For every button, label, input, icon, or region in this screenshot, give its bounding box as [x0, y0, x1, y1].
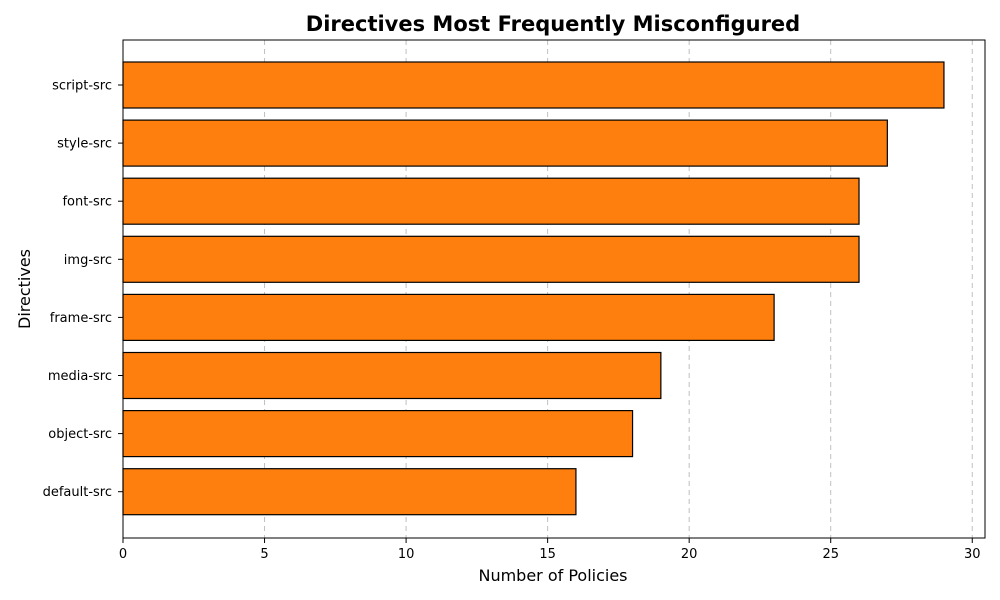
x-tick-label: 0 [119, 547, 127, 562]
x-tick-label: 5 [260, 547, 268, 562]
y-tick-label: img-src [64, 253, 112, 268]
y-tick-label: object-src [48, 427, 112, 442]
bar-media-src [122, 351, 662, 400]
y-tick-label: media-src [48, 369, 112, 384]
y-tick-label: font-src [62, 195, 112, 210]
bar-style-src [122, 119, 888, 167]
bar-object-src [122, 410, 634, 458]
plot-frame [122, 39, 986, 539]
bars [122, 61, 945, 516]
x-tick-label: 20 [681, 547, 698, 562]
x-tick-label: 15 [539, 547, 556, 562]
x-axis-ticks: 0 5 10 15 20 25 30 [119, 538, 981, 562]
chart-title: Directives Most Frequently Misconfigured [306, 12, 800, 36]
x-tick-label: 10 [398, 547, 415, 562]
y-tick-label: frame-src [50, 311, 112, 326]
grid [122, 40, 973, 538]
y-axis-ticks: default-src object-src media-src frame-src i… [43, 79, 123, 500]
bar-frame-src [122, 293, 775, 341]
bar-default-src [122, 468, 577, 516]
x-tick-label: 25 [822, 547, 839, 562]
x-axis-label: Number of Policies [478, 566, 627, 585]
bar-script-src [122, 61, 945, 109]
y-tick-label: default-src [43, 485, 112, 500]
y-tick-label: style-src [57, 137, 112, 152]
bar-font-src [122, 177, 860, 225]
y-tick-label: script-src [52, 79, 112, 94]
x-tick-label: 30 [964, 547, 981, 562]
bar-img-src [122, 235, 860, 283]
y-axis-label: Directives [15, 249, 34, 329]
